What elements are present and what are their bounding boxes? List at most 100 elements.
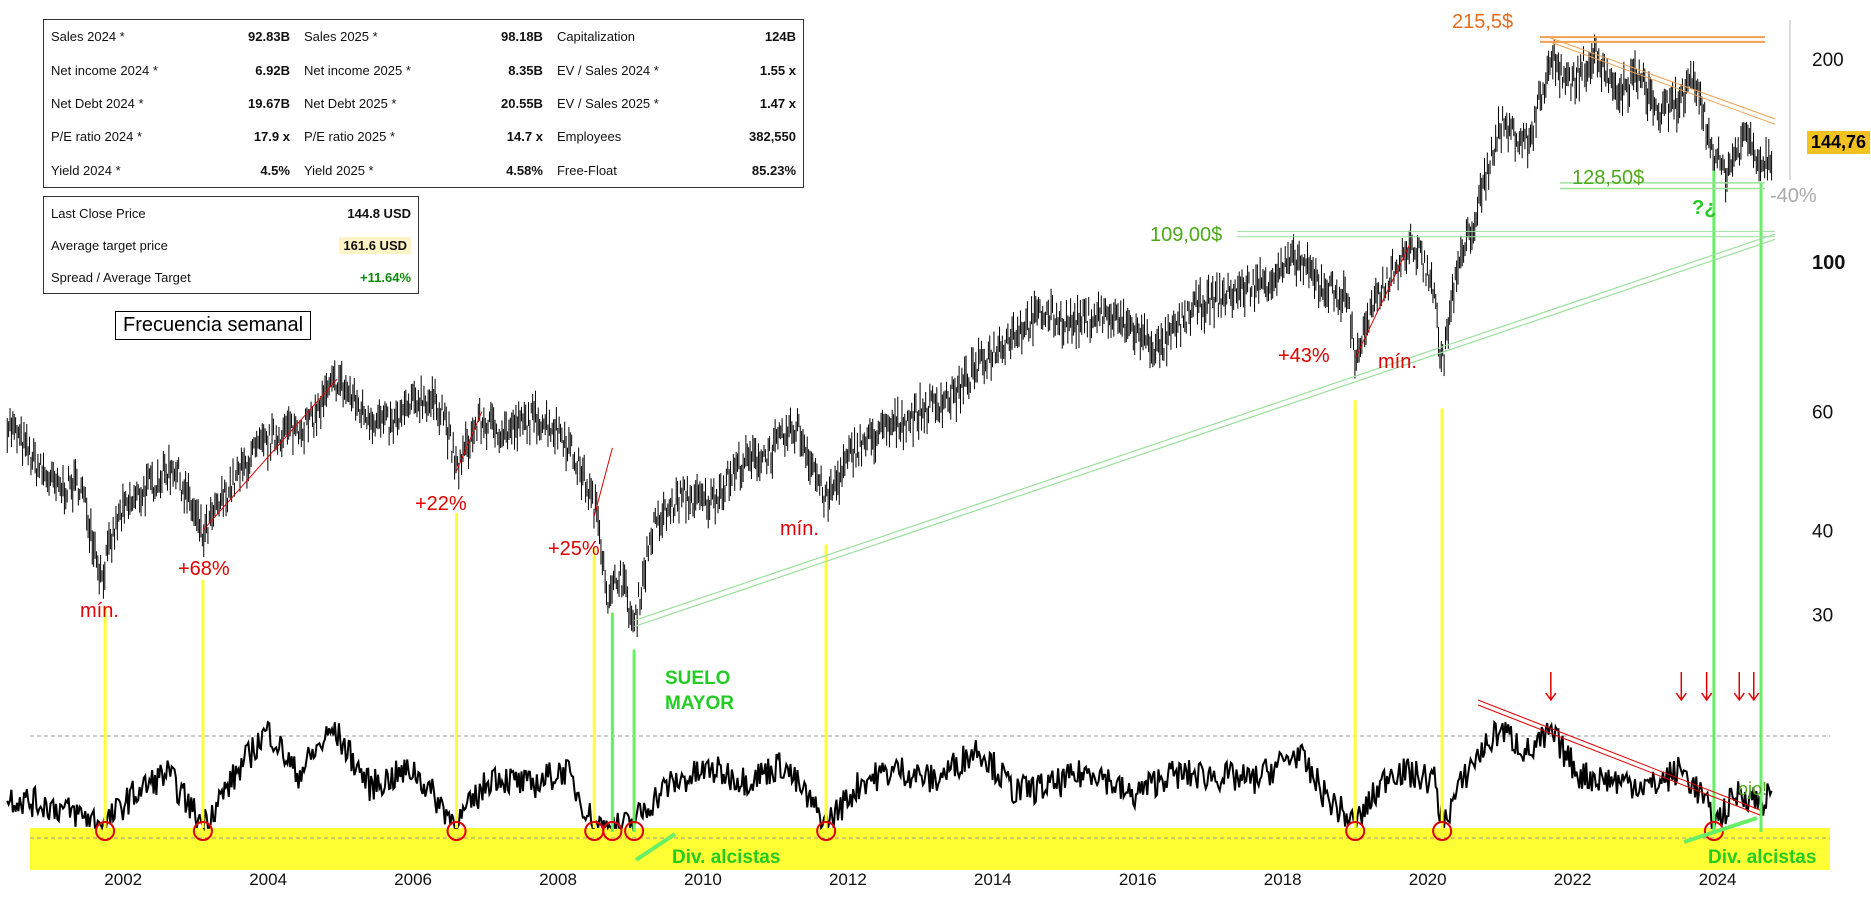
rally-line [456, 411, 483, 472]
stat-value: 1.55 x [759, 62, 796, 78]
average-target-label: Average target price [51, 237, 168, 253]
stat-value: 124B [764, 29, 796, 45]
x-tick-label: 2024 [1699, 870, 1737, 889]
gain-label: +25% [548, 538, 600, 560]
stat-value: 6.92B [255, 62, 290, 78]
stat-label: Net income 2025 * [303, 62, 411, 78]
stat-value: 14.7 x [506, 129, 543, 145]
stat-value: 85.23% [751, 162, 796, 178]
y-tick-label: 100 [1812, 252, 1845, 274]
divergence-label: Div. alcistas [1708, 847, 1816, 868]
oscillator-line [6, 719, 1773, 832]
stat-value: 1.47 x [759, 95, 796, 111]
x-tick-label: 2002 [104, 870, 142, 889]
oversold-zone [30, 828, 1830, 870]
stat-label: Sales 2025 * [303, 29, 378, 45]
stat-label: P/E ratio 2024 * [51, 129, 143, 145]
spread-label: Spread / Average Target [51, 269, 191, 285]
oscillator-low-circle [95, 821, 116, 841]
rally-line [1354, 244, 1410, 359]
stat-label: P/E ratio 2025 * [303, 129, 396, 145]
x-tick-label: 2014 [974, 870, 1012, 889]
downtrend-line [1549, 37, 1776, 120]
gain-label: +43% [1278, 345, 1330, 367]
stat-value: 4.5% [260, 162, 290, 178]
stat-value: 92.83B [248, 29, 290, 45]
y-tick-label: 60 [1812, 403, 1833, 424]
stat-label: Net income 2024 * [51, 62, 158, 78]
x-tick-label: 2004 [249, 870, 287, 889]
price-label-128: 128,50$ [1572, 167, 1644, 189]
stat-value: 19.67B [248, 95, 290, 111]
x-tick-label: 2016 [1119, 870, 1157, 889]
y-tick-label: 40 [1812, 521, 1833, 542]
stat-label: Net Debt 2025 * [303, 95, 397, 111]
oscillator-low-circle [602, 821, 623, 841]
peak-arrow [1748, 672, 1760, 702]
frequency-label: Frecuencia semanal [115, 311, 312, 340]
question-label: ?¿ [1692, 197, 1716, 219]
oscillator-low-circle [816, 821, 837, 841]
peak-arrow [1733, 672, 1745, 702]
floor-label: SUELO [665, 668, 730, 689]
spread-value: +11.64% [360, 269, 411, 285]
x-tick-label: 2010 [684, 870, 722, 889]
fundamentals-table: Sales 2024 * 92.83B Sales 2025 * 98.18B Capi… [43, 19, 804, 188]
stat-value: 4.58% [506, 162, 543, 178]
stats-row: Net Debt 2024 * 19.67B Net Debt 2025 * 20.5… [44, 87, 803, 120]
stat-label: EV / Sales 2024 * [556, 62, 659, 78]
oscillator-low-circle [446, 821, 467, 841]
floor-label: MAYOR [665, 693, 734, 714]
stat-label: Capitalization [556, 29, 635, 45]
x-tick-label: 2022 [1554, 870, 1592, 889]
drawdown-label: -40% [1770, 185, 1817, 207]
average-target-value: 161.6 USD [339, 236, 411, 254]
oscillator-low-circle [624, 821, 645, 841]
rally-line [593, 447, 613, 517]
x-tick-label: 2006 [394, 870, 432, 889]
peak-arrow [1675, 672, 1687, 702]
watch-label: ojo! [1738, 779, 1767, 799]
long-term-support-line [633, 233, 1776, 622]
bullish-divergence-line [1683, 816, 1758, 844]
peak-arrow [1701, 672, 1713, 702]
stats-row: Yield 2024 * 4.5% Yield 2025 * 4.58% Free-Fl… [44, 154, 803, 187]
y-tick-label: 30 [1812, 606, 1833, 627]
oscillator-downtrend-line [1477, 704, 1761, 816]
last-close-label: Last Close Price [51, 205, 146, 221]
stat-label: Employees [556, 129, 622, 145]
long-term-support-line [633, 238, 1776, 628]
price-label-109: 109,00$ [1150, 224, 1222, 246]
min-label: mín. [80, 600, 119, 622]
stat-value: 20.55B [501, 95, 543, 111]
y-tick-label: 200 [1812, 50, 1844, 71]
x-tick-label: 2008 [539, 870, 577, 889]
peak-arrow [1545, 672, 1557, 702]
rally-line [202, 378, 338, 531]
bullish-divergence-line [634, 832, 677, 862]
stat-label: Yield 2025 * [303, 162, 374, 178]
gain-label: +22% [415, 493, 467, 515]
stat-label: Free-Float [556, 162, 617, 178]
stat-value: 8.35B [508, 62, 543, 78]
oscillator-low-circle [1345, 821, 1366, 841]
min-label: mín. [780, 518, 819, 540]
spread-row: Spread / Average Target +11.64% [44, 261, 418, 293]
oscillator-downtrend-line [1477, 699, 1761, 811]
downtrend-line [1549, 41, 1776, 125]
last-close-row: Last Close Price 144.8 USD [44, 197, 418, 229]
stat-value: 382,550 [749, 129, 796, 145]
stat-label: Yield 2024 * [51, 162, 121, 178]
price-target-table: Last Close Price 144.8 USD Average targe… [43, 196, 419, 294]
stats-row: Sales 2024 * 92.83B Sales 2025 * 98.18B Capi… [44, 20, 803, 53]
stat-label: Net Debt 2024 * [51, 95, 144, 111]
last-close-value: 144.8 USD [347, 205, 411, 221]
x-tick-label: 2020 [1409, 870, 1447, 889]
last-price-tag: 144,76 [1807, 131, 1871, 154]
min-label: mín. [1378, 351, 1417, 373]
stat-label: Sales 2024 * [51, 29, 125, 45]
stats-row: P/E ratio 2024 * 17.9 x P/E ratio 2025 * 14… [44, 120, 803, 153]
stat-label: EV / Sales 2025 * [556, 95, 659, 111]
stats-row: Net income 2024 * 6.92B Net income 2025 * 8… [44, 53, 803, 86]
